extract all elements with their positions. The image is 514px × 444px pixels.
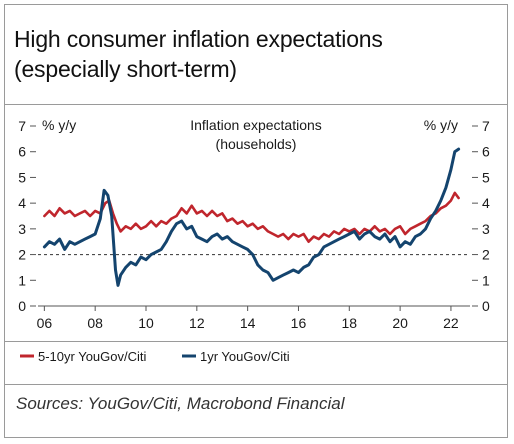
right-y-tick-label: 2 [482,247,490,263]
right-y-tick-label: 7 [482,118,490,134]
left-axis-unit-label: % y/y [42,117,76,133]
right-y-tick-label: 5 [482,169,490,185]
page-title: High consumer inflation expectations (es… [14,24,383,84]
chart-title: Inflation expectations [190,117,322,133]
right-y-tick-label: 3 [482,221,490,237]
left-y-tick-label: 5 [18,169,26,185]
series-line-1yr [42,147,461,287]
source-divider [4,384,508,385]
x-tick-label: 14 [240,315,256,331]
x-tick-label: 20 [392,315,408,331]
left-y-tick-label: 1 [18,272,26,288]
chart-subtitle: (households) [216,136,297,152]
x-tick-label: 16 [291,315,307,331]
title-divider [4,104,508,105]
left-y-tick-label: 0 [18,298,26,314]
axes-layer: 0 01 12 23 34 45 56 67 706 08 10 12 14 16 18 20 22 [18,118,490,331]
title-line-1: High consumer inflation expectations [14,26,383,52]
right-y-tick-label: 1 [482,272,490,288]
legend-label-1yr: 1yr YouGov/Citi [200,349,290,364]
right-y-tick-label: 4 [482,195,490,211]
chart-legend: 5-10yr YouGov/Citi 1yr YouGov/Citi [20,349,290,364]
series-layer [42,147,461,287]
left-y-tick-label: 7 [18,118,26,134]
x-tick-label: 06 [37,315,53,331]
right-y-tick-label: 0 [482,298,490,314]
left-y-tick-label: 2 [18,247,26,263]
x-tick-label: 18 [342,315,358,331]
chart-area: Inflation expectations (households) % y/… [4,106,508,391]
x-tick-label: 10 [138,315,154,331]
left-y-tick-label: 4 [18,195,26,211]
left-y-tick-label: 3 [18,221,26,237]
legend-label-5-10yr: 5-10yr YouGov/Citi [38,349,147,364]
x-tick-label: 08 [87,315,103,331]
left-y-tick-label: 6 [18,144,26,160]
title-line-2: (especially short-term) [14,56,237,82]
right-y-tick-label: 6 [482,144,490,160]
x-tick-label: 12 [189,315,205,331]
source-note: Sources: YouGov/Citi, Macrobond Financia… [16,394,345,413]
right-axis-unit-label: % y/y [424,117,458,133]
line-chart: Inflation expectations (households) % y/… [18,117,490,331]
legend-top-divider [4,341,508,342]
series-line-5-10yr [43,191,460,243]
x-tick-label: 22 [443,315,459,331]
